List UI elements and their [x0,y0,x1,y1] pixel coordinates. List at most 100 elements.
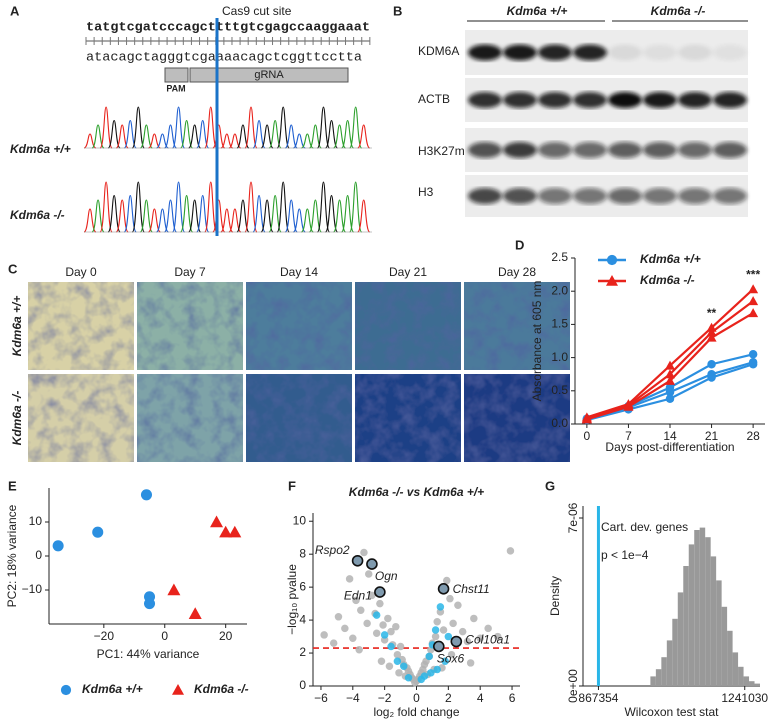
histogram-bar [677,592,684,686]
x-tick-label: 0 [584,429,591,443]
gene-label: Col10a1 [465,633,510,647]
chromatogram-peak [156,133,169,149]
y-tick-label: 4 [299,612,306,626]
y-axis-label: −log₁₀ pvalue [285,564,299,635]
chromatogram-peak [148,133,161,149]
point [707,373,716,382]
blot-label: H3 [418,185,434,199]
point [364,570,373,578]
y-tick-label: 0.0 [551,416,568,430]
chromatogram-peak [301,208,314,233]
y-tick-label: 0 [35,548,42,562]
point [341,624,349,633]
annotation: p < 1e−4 [601,548,649,562]
blot-band [713,44,747,61]
histogram-bar [754,683,760,686]
gene-label: Ogn [375,569,398,583]
chromatogram-peak [293,133,306,149]
histogram-bar [738,666,744,686]
x-tick-label: 20 [219,629,233,643]
point [363,619,371,628]
blot-band [538,44,572,61]
chromatogram-peak [236,199,250,233]
cut-site-label: Cas9 cut site [222,4,292,18]
y-tick-label: 2.5 [551,250,568,264]
chromatogram-peak [180,194,194,233]
blot-band [573,188,607,204]
point [707,359,716,369]
chromatogram-peak [204,181,218,233]
point [320,631,328,639]
blot-band [468,142,502,158]
well-image [137,282,243,370]
x-tick-label: 4 [477,691,484,705]
panel-letter: D [515,237,524,252]
chromatogram-peak [236,124,250,149]
chromatogram-peak [268,119,282,149]
labeled-gene [351,554,364,567]
gene-label: Sox6 [437,652,465,666]
blot-label: KDM6A [418,44,459,58]
point [417,675,426,684]
y-tick-label: 1.0 [551,350,568,364]
x-tick-label: 28 [746,429,760,443]
point [387,642,395,651]
point [210,515,224,528]
point [748,296,759,306]
histogram-bar [732,652,739,686]
point [345,575,354,583]
blot-band [678,188,712,204]
blot-band [643,44,677,61]
blot-band [713,188,747,204]
row-label: Kdm6a -/- [10,391,24,446]
chromatogram-peak [99,106,113,149]
point [446,594,454,603]
chromatogram-peak [260,199,274,233]
point [219,525,233,538]
labeled-gene [366,558,378,570]
blot-band [643,92,677,108]
point [444,632,453,641]
chromatogram-peak [123,119,137,149]
chromatogram-peak [220,133,234,149]
x-axis-label: PC1: 44% variance [97,647,200,661]
point [329,639,338,647]
point [470,614,478,623]
blot-band [538,92,572,108]
panel-letter: C [8,261,18,276]
blot-band [573,44,607,61]
y-tick-label: 2 [299,645,306,659]
blot-band [468,92,502,108]
chromatogram-peak [123,194,137,233]
point [376,599,384,608]
annotation: *** [746,267,760,281]
histogram-bar [672,618,678,686]
point [425,652,433,661]
point [393,657,402,666]
point [372,611,381,619]
chromatogram-peak [252,194,266,233]
point [463,637,472,646]
day-label: Day 28 [498,265,536,279]
histogram-bar [727,630,733,686]
point [349,634,357,642]
point [393,650,402,659]
blot-band [678,44,712,61]
row-label: Kdm6a +/+ [10,142,71,156]
point [431,626,440,634]
chromatogram-peak [188,199,202,233]
point [581,414,592,424]
point [454,601,462,610]
blot-band [608,188,642,204]
row-label: Kdm6a -/- [10,208,65,222]
y-tick-label: −10 [22,582,43,596]
labeled-gene [432,640,445,653]
point [484,624,492,633]
x-tick-label: 14 [663,429,677,443]
gene-label: Chst11 [453,582,490,596]
point [433,618,441,626]
chromatogram-peak [276,181,290,233]
point [665,375,675,385]
point [143,598,156,610]
